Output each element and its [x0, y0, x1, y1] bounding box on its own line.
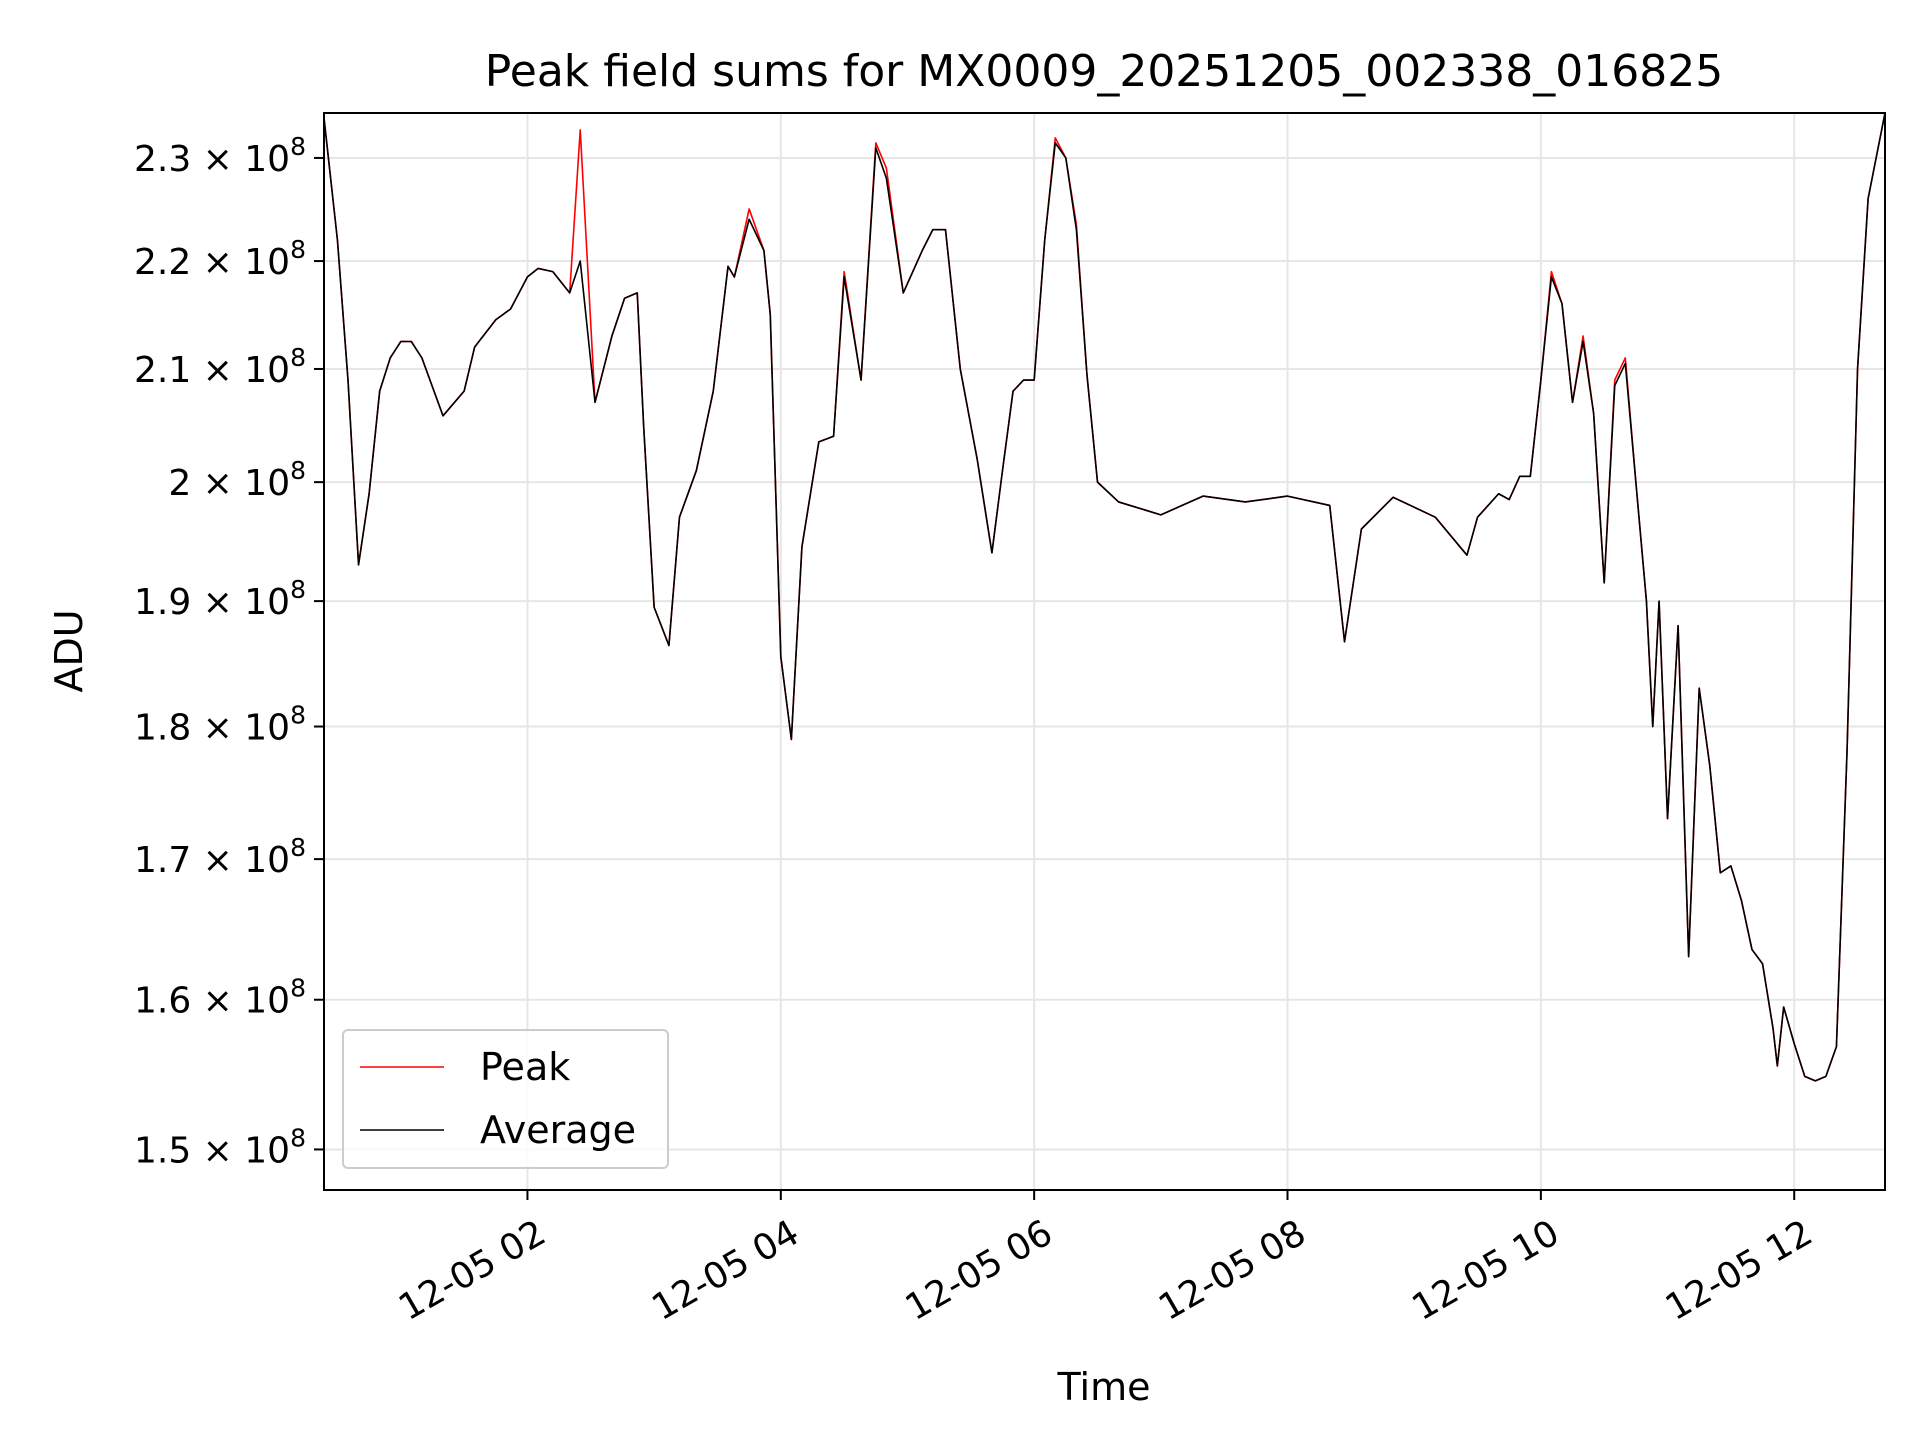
y-tick-label: 1.8 × 108 — [134, 701, 306, 749]
legend-label-peak: Peak — [480, 1045, 570, 1089]
y-tick-label: 2.2 × 108 — [134, 235, 306, 283]
grid — [324, 113, 1885, 1190]
plot-frame — [323, 112, 1886, 1191]
y-tick-label: 1.7 × 108 — [134, 833, 306, 881]
y-tick-label: 1.9 × 108 — [134, 575, 306, 623]
legend-label-average: Average — [480, 1108, 636, 1152]
y-tick-label: 1.6 × 108 — [134, 974, 306, 1022]
y-tick-label: 2.3 × 108 — [134, 132, 306, 180]
y-axis: 1.5 × 108 1.6 × 108 1.7 × 108 1.8 × 108 1.9 … — [134, 132, 324, 1171]
series-line-average — [324, 113, 1885, 1082]
y-axis-label: ADU — [47, 609, 91, 692]
x-axis-label: Time — [1057, 1365, 1151, 1409]
y-tick-label: 1.5 × 108 — [134, 1123, 306, 1171]
chart-title: Peak field sums for MX0009_20251205_0023… — [485, 46, 1723, 97]
plot-area — [324, 113, 1885, 1082]
legend-box — [342, 1029, 669, 1169]
y-tick-label: 2.1 × 108 — [134, 343, 306, 391]
y-tick-label: 2 × 108 — [168, 456, 306, 504]
legend: Peak Average — [342, 1029, 669, 1169]
